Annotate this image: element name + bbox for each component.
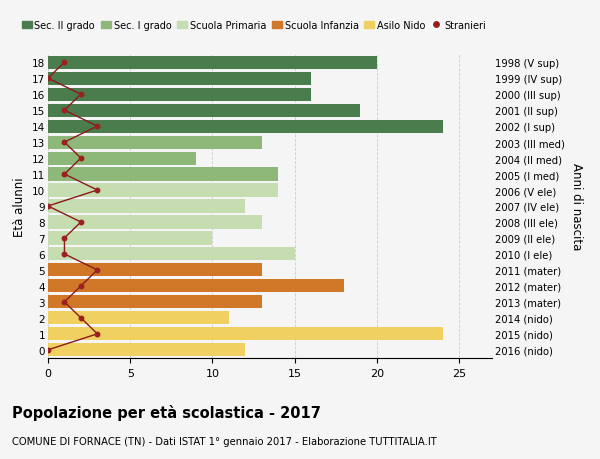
Point [43,347,53,354]
Point [43,203,53,210]
Point [76,219,86,226]
Point [76,155,86,162]
Bar [48,232,212,245]
Bar [48,280,344,293]
Text: Popolazione per età scolastica - 2017: Popolazione per età scolastica - 2017 [12,404,321,420]
Text: COMUNE DI FORNACE (TN) - Dati ISTAT 1° gennaio 2017 - Elaborazione TUTTITALIA.IT: COMUNE DI FORNACE (TN) - Dati ISTAT 1° g… [12,436,437,446]
Point [76,283,86,290]
Bar [48,343,245,357]
Bar [48,136,262,149]
Bar [48,104,361,118]
Point [59,139,69,146]
Bar [48,152,196,165]
Point [59,171,69,179]
Bar [48,296,262,309]
Bar [48,216,262,229]
Legend: Sec. II grado, Sec. I grado, Scuola Primaria, Scuola Infanzia, Asilo Nido, Stran: Sec. II grado, Sec. I grado, Scuola Prim… [22,21,485,31]
Point [76,91,86,99]
Point [59,251,69,258]
Point [43,75,53,83]
Bar [48,248,295,261]
Bar [48,312,229,325]
Bar [48,120,443,134]
Bar [48,89,311,101]
Point [59,59,69,67]
Bar [48,56,377,70]
Point [92,330,102,338]
Y-axis label: Età alunni: Età alunni [13,177,26,236]
Bar [48,73,311,85]
Point [92,267,102,274]
Y-axis label: Anni di nascita: Anni di nascita [570,163,583,250]
Bar [48,200,245,213]
Point [59,107,69,115]
Point [76,314,86,322]
Bar [48,264,262,277]
Bar [48,328,443,341]
Point [92,123,102,130]
Point [92,187,102,194]
Point [59,298,69,306]
Bar [48,184,278,197]
Bar [48,168,278,181]
Point [59,235,69,242]
